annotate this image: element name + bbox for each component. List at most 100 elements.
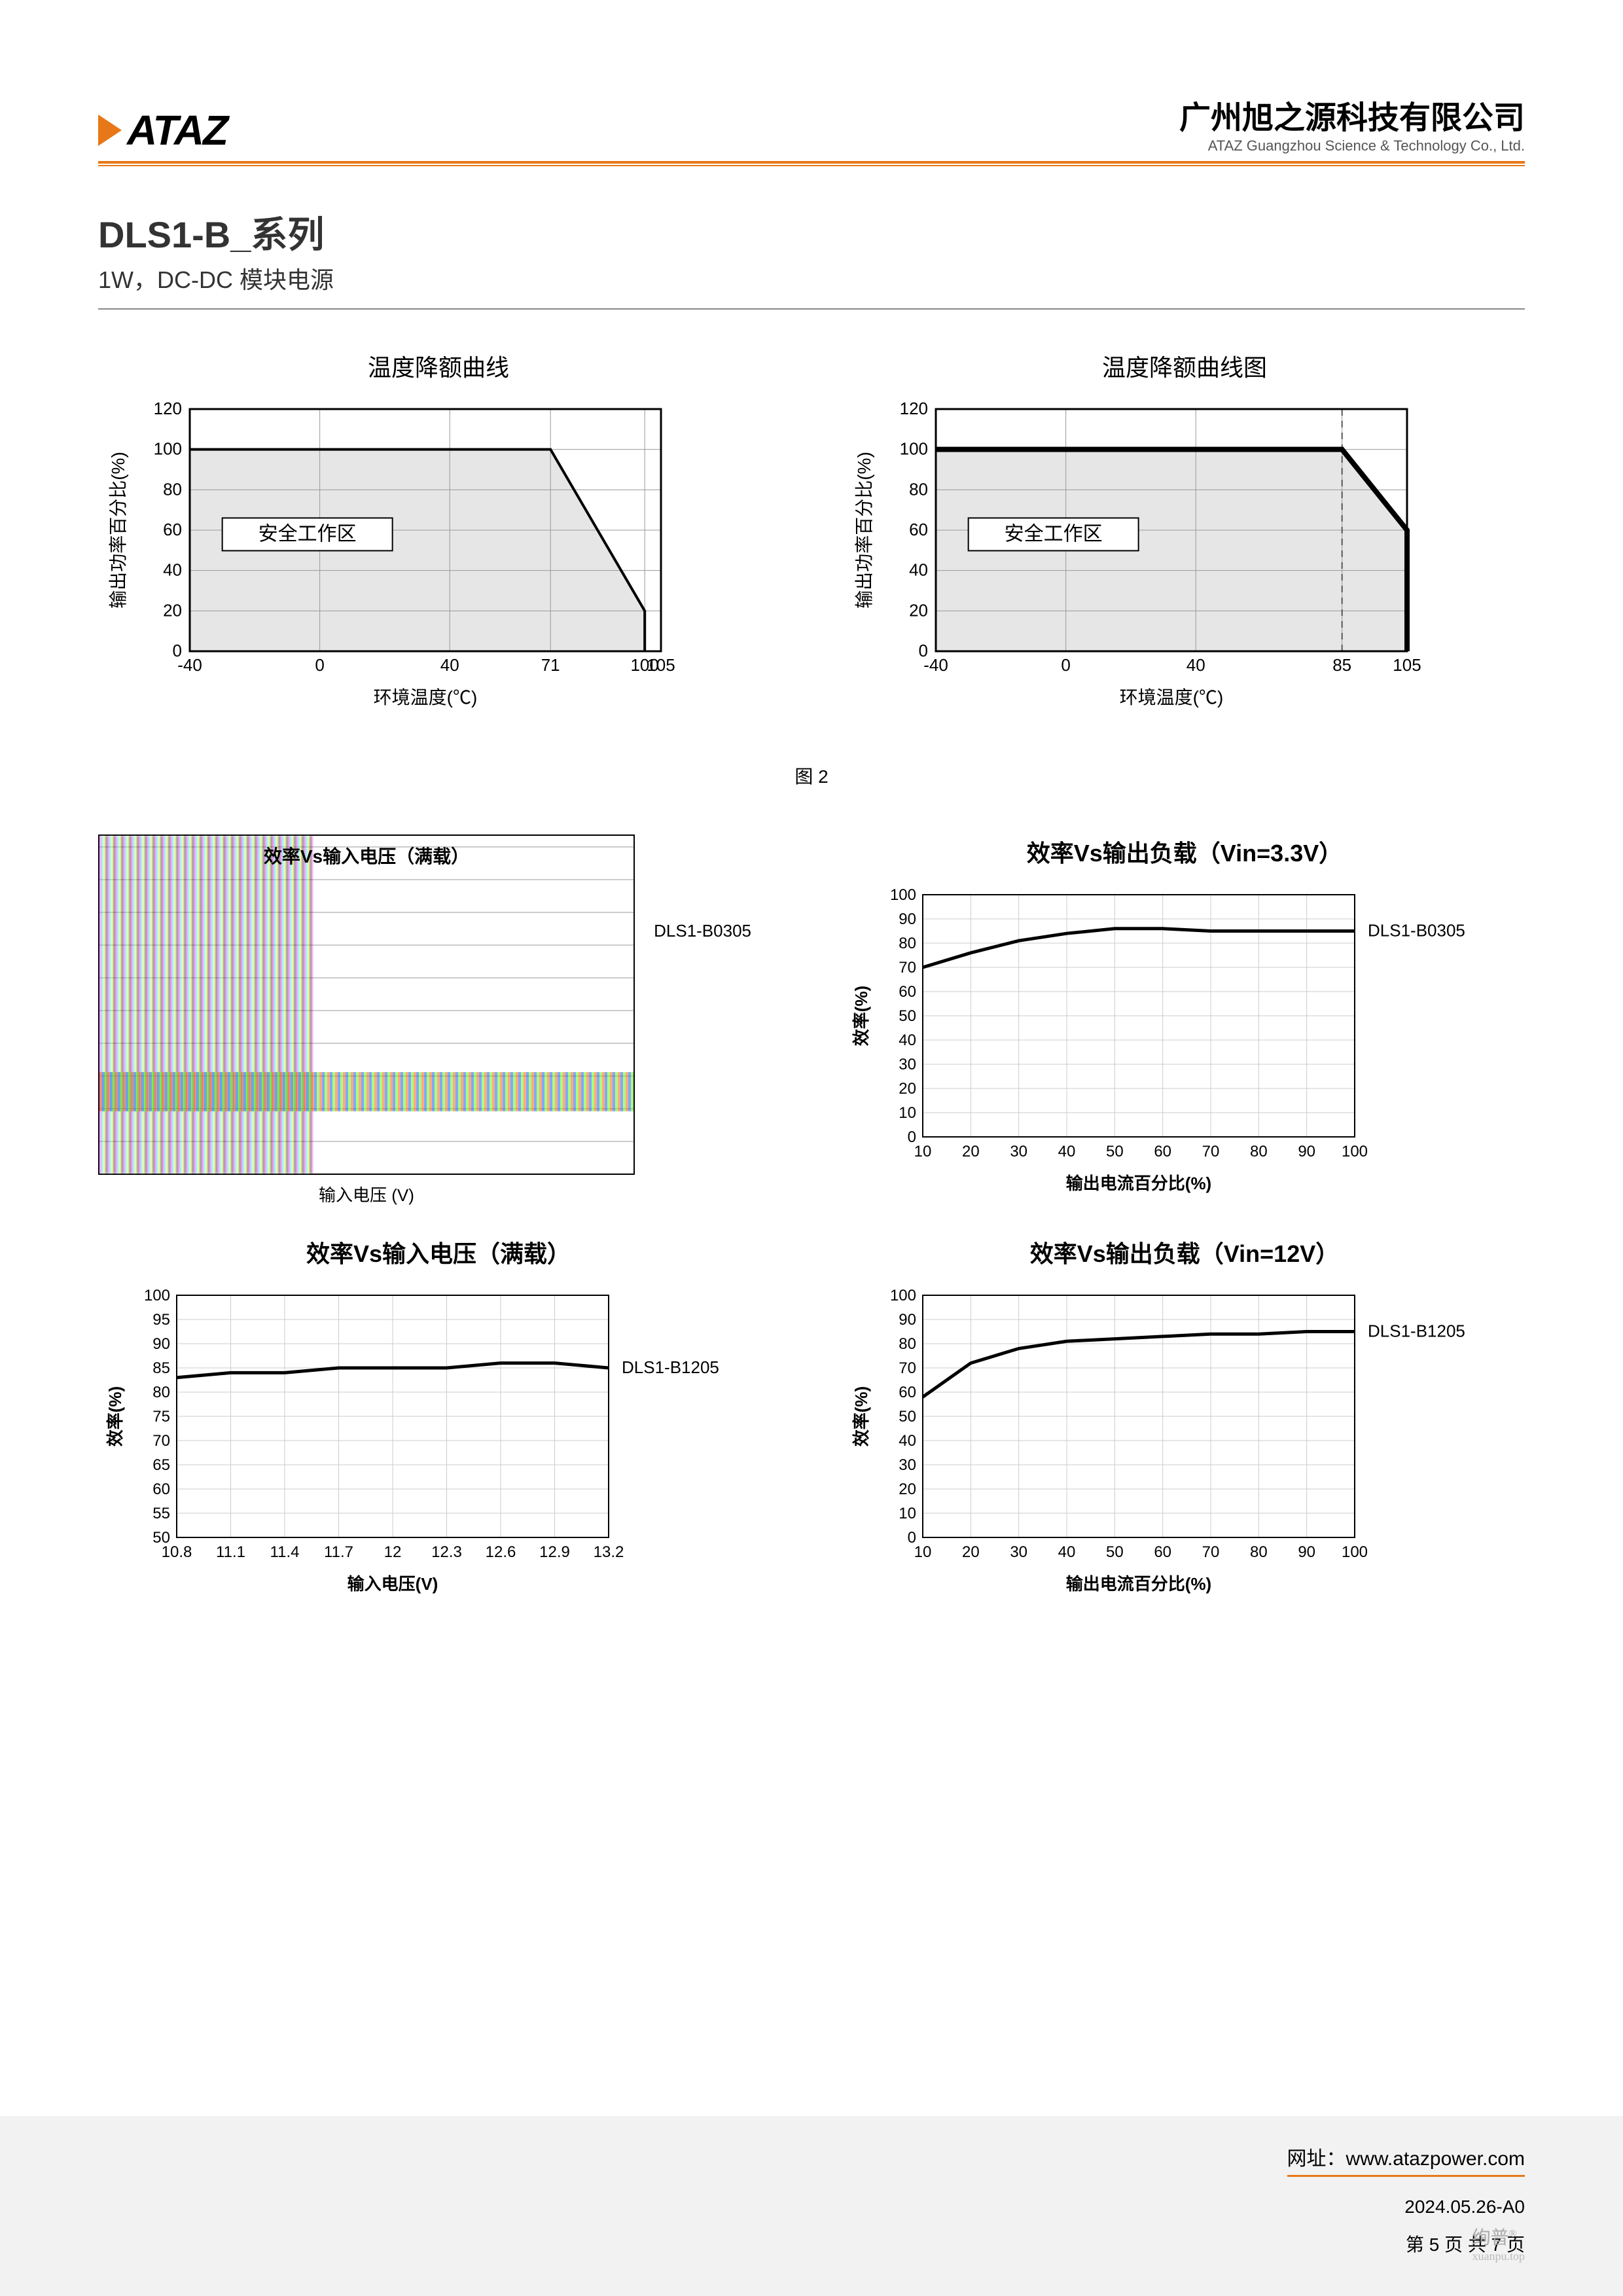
- company-name-en: ATAZ Guangzhou Science & Technology Co.,…: [1179, 137, 1525, 154]
- svg-text:100: 100: [154, 439, 182, 459]
- derating-chart-2: 温度降额曲线图 020406080100120-4004085105安全工作区环…: [844, 349, 1525, 710]
- svg-text:105: 105: [1393, 655, 1421, 675]
- watermark: 绚普® xuanpu.top: [1472, 2223, 1525, 2263]
- svg-text:85: 85: [1332, 655, 1351, 675]
- logo: ATAZ: [98, 106, 227, 154]
- svg-text:20: 20: [962, 1143, 980, 1160]
- svg-text:90: 90: [1298, 1143, 1315, 1160]
- watermark-sub: xuanpu.top: [1472, 2250, 1525, 2263]
- svg-text:20: 20: [909, 600, 928, 620]
- svg-text:30: 30: [1010, 1143, 1027, 1160]
- series-label: DLS1-B0305: [654, 921, 751, 941]
- svg-text:70: 70: [152, 1432, 170, 1450]
- figure-caption: 图 2: [98, 762, 1525, 789]
- derating-chart-1-svg: 020406080100120-4004071100105安全工作区环境温度(℃…: [98, 396, 687, 710]
- svg-text:20: 20: [899, 1480, 916, 1498]
- product-subtitle: 1W，DC-DC 模块电源: [98, 261, 1525, 295]
- product-name: DLS1-B_系列: [98, 206, 1525, 259]
- svg-text:120: 120: [900, 399, 928, 418]
- svg-text:70: 70: [1202, 1543, 1220, 1561]
- derating-chart-2-svg: 020406080100120-4004085105安全工作区环境温度(℃)输出…: [844, 396, 1433, 710]
- corrupted-chart-area: 效率Vs输入电压（满载） DLS1-B0305 输入电压 (V): [98, 834, 635, 1175]
- chart-title: 效率Vs输出负载（Vin=12V）: [844, 1235, 1525, 1269]
- svg-text:安全工作区: 安全工作区: [1005, 523, 1103, 545]
- efficiency-vin-12-chart: 效率Vs输入电压（满载） 5055606570758085909510010.8…: [98, 1235, 779, 1596]
- svg-text:90: 90: [152, 1335, 170, 1353]
- svg-text:80: 80: [899, 1335, 916, 1353]
- company-name-cn: 广州旭之源科技有限公司: [1179, 92, 1525, 137]
- svg-text:DLS1-B0305: DLS1-B0305: [1368, 921, 1465, 941]
- svg-text:40: 40: [899, 1432, 916, 1450]
- svg-text:100: 100: [1342, 1143, 1368, 1160]
- svg-text:20: 20: [962, 1543, 980, 1561]
- svg-text:80: 80: [152, 1384, 170, 1401]
- logo-chevron-icon: [98, 115, 122, 146]
- svg-text:10: 10: [899, 1505, 916, 1522]
- svg-text:环境温度(℃): 环境温度(℃): [374, 687, 478, 708]
- svg-text:80: 80: [163, 479, 182, 499]
- svg-text:120: 120: [154, 399, 182, 418]
- svg-text:20: 20: [163, 600, 182, 620]
- svg-text:30: 30: [899, 1456, 916, 1474]
- svg-text:105: 105: [647, 655, 675, 675]
- svg-text:30: 30: [1010, 1543, 1027, 1561]
- svg-text:71: 71: [541, 655, 560, 675]
- svg-text:40: 40: [899, 1031, 916, 1049]
- svg-text:安全工作区: 安全工作区: [259, 523, 357, 545]
- efficiency-vin-corrupted-chart: 效率Vs输入电压（满载） DLS1-B0305 输入电压 (V): [98, 834, 779, 1196]
- svg-text:DLS1-B1205: DLS1-B1205: [622, 1357, 719, 1377]
- corrupted-noise-icon: [99, 1072, 633, 1111]
- svg-text:60: 60: [163, 520, 182, 539]
- svg-text:20: 20: [899, 1080, 916, 1098]
- efficiency-load-33-svg: 0102030405060708090100102030405060708090…: [844, 882, 1499, 1196]
- corrupted-noise-icon: [99, 836, 313, 1174]
- svg-text:11.4: 11.4: [270, 1543, 300, 1561]
- svg-text:40: 40: [1058, 1543, 1076, 1561]
- footer-page: 第 5 页 共 7 页: [98, 2231, 1525, 2257]
- svg-text:60: 60: [1154, 1143, 1171, 1160]
- svg-text:100: 100: [890, 1287, 916, 1304]
- product-title-block: DLS1-B_系列 1W，DC-DC 模块电源: [98, 206, 1525, 310]
- svg-text:-40: -40: [177, 655, 202, 675]
- svg-text:60: 60: [899, 1384, 916, 1401]
- svg-text:80: 80: [909, 479, 928, 499]
- derating-chart-1: 温度降额曲线 020406080100120-4004071100105安全工作…: [98, 349, 779, 710]
- efficiency-load-12-chart: 效率Vs输出负载（Vin=12V） 0102030405060708090100…: [844, 1235, 1525, 1596]
- svg-text:12.6: 12.6: [486, 1543, 516, 1561]
- svg-text:0: 0: [315, 655, 324, 675]
- svg-text:100: 100: [900, 439, 928, 459]
- svg-text:10: 10: [899, 1104, 916, 1122]
- svg-text:60: 60: [152, 1480, 170, 1498]
- footer: 网址：www.atazpower.com 2024.05.26-A0 第 5 页…: [0, 2116, 1623, 2296]
- svg-text:效率(%): 效率(%): [851, 986, 871, 1046]
- svg-text:70: 70: [899, 1359, 916, 1377]
- svg-text:80: 80: [1250, 1143, 1268, 1160]
- svg-text:10: 10: [914, 1143, 932, 1160]
- svg-text:10: 10: [914, 1543, 932, 1561]
- svg-text:12.9: 12.9: [539, 1543, 570, 1561]
- svg-text:60: 60: [909, 520, 928, 539]
- svg-text:输出功率百分比(%): 输出功率百分比(%): [108, 452, 128, 609]
- svg-text:50: 50: [1106, 1143, 1124, 1160]
- svg-text:13.2: 13.2: [594, 1543, 624, 1561]
- svg-text:55: 55: [152, 1505, 170, 1522]
- svg-text:-40: -40: [923, 655, 948, 675]
- svg-text:环境温度(℃): 环境温度(℃): [1120, 687, 1224, 708]
- svg-text:70: 70: [1202, 1143, 1220, 1160]
- svg-text:DLS1-B1205: DLS1-B1205: [1368, 1321, 1465, 1341]
- svg-text:90: 90: [1298, 1543, 1315, 1561]
- svg-text:输出电流百分比(%): 输出电流百分比(%): [1066, 1574, 1211, 1594]
- svg-text:效率(%): 效率(%): [851, 1386, 871, 1446]
- svg-text:12.3: 12.3: [431, 1543, 462, 1561]
- svg-text:100: 100: [1342, 1543, 1368, 1561]
- svg-text:65: 65: [152, 1456, 170, 1474]
- header-underline: [98, 165, 1525, 166]
- svg-text:11.1: 11.1: [216, 1543, 245, 1561]
- efficiency-vin-12-svg: 5055606570758085909510010.811.111.411.71…: [98, 1282, 753, 1596]
- svg-text:40: 40: [163, 560, 182, 580]
- svg-text:50: 50: [899, 1408, 916, 1426]
- svg-text:40: 40: [909, 560, 928, 580]
- svg-text:85: 85: [152, 1359, 170, 1377]
- svg-text:50: 50: [1106, 1543, 1124, 1561]
- efficiency-load-12-svg: 0102030405060708090100102030405060708090…: [844, 1282, 1499, 1596]
